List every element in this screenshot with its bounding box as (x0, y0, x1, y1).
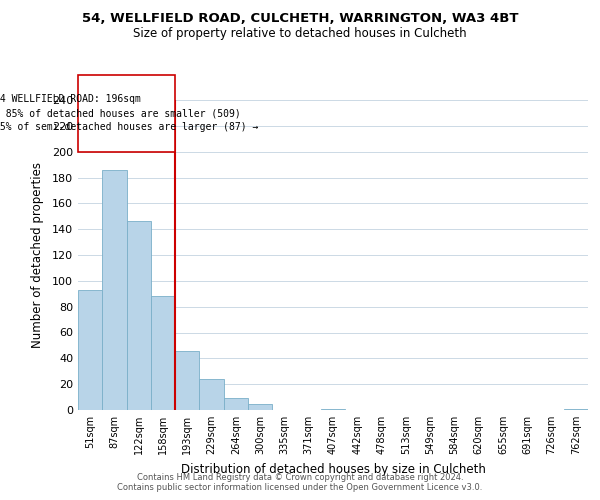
X-axis label: Distribution of detached houses by size in Culcheth: Distribution of detached houses by size … (181, 462, 485, 475)
Bar (127, 222, 151, 410)
Text: Contains HM Land Registry data © Crown copyright and database right 2024.: Contains HM Land Registry data © Crown c… (137, 474, 463, 482)
Bar (321, 408, 345, 410)
Bar (151, 296, 175, 410)
Bar (78, 290, 102, 410)
Bar (78, 75, 175, 152)
Text: Contains public sector information licensed under the Open Government Licence v3: Contains public sector information licen… (118, 484, 482, 492)
Y-axis label: Number of detached properties: Number of detached properties (31, 162, 44, 348)
Bar (248, 404, 272, 410)
Bar (199, 379, 224, 410)
Text: 54, WELLFIELD ROAD, CULCHETH, WARRINGTON, WA3 4BT: 54, WELLFIELD ROAD, CULCHETH, WARRINGTON… (82, 12, 518, 26)
Bar (175, 350, 199, 410)
Bar (102, 170, 127, 410)
Bar (564, 408, 588, 410)
Text: 54 WELLFIELD ROAD: 196sqm
← 85% of detached houses are smaller (509)
15% of semi: 54 WELLFIELD ROAD: 196sqm ← 85% of detac… (0, 94, 259, 132)
Bar (224, 398, 248, 410)
Text: Size of property relative to detached houses in Culcheth: Size of property relative to detached ho… (133, 28, 467, 40)
